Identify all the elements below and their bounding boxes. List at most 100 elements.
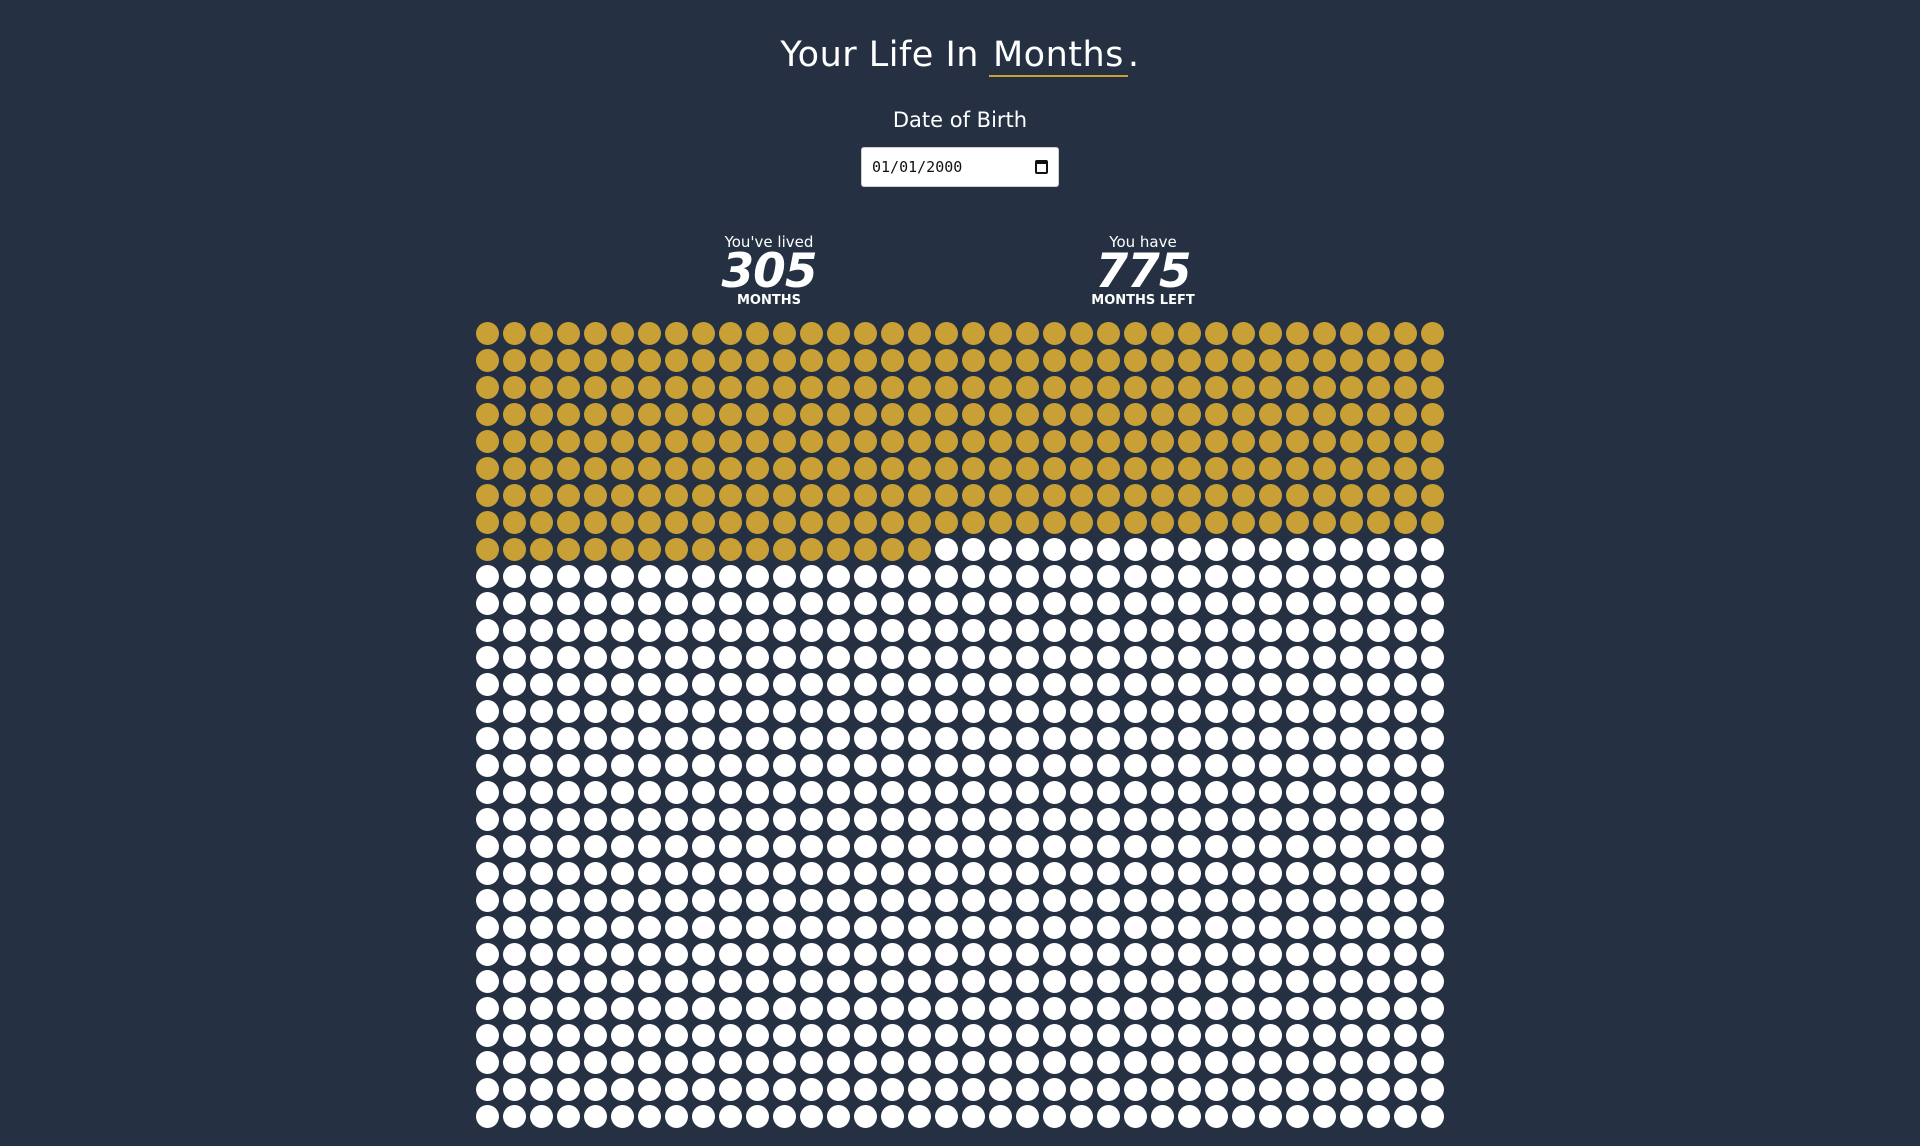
month-dot-remaining bbox=[1286, 1024, 1309, 1047]
month-dot-remaining bbox=[908, 754, 931, 777]
months-lived-post: MONTHS bbox=[737, 293, 801, 308]
unit-selector[interactable]: Months bbox=[988, 35, 1128, 77]
month-dot-remaining bbox=[1313, 754, 1336, 777]
month-dot-remaining bbox=[1016, 835, 1039, 858]
month-dot-remaining bbox=[1097, 565, 1120, 588]
month-dot-remaining bbox=[1151, 592, 1174, 615]
month-dot-remaining bbox=[1394, 997, 1417, 1020]
month-dot-remaining bbox=[503, 700, 526, 723]
month-dot-remaining bbox=[530, 1078, 553, 1101]
month-dot-remaining bbox=[773, 1078, 796, 1101]
month-dot-lived bbox=[827, 511, 850, 534]
month-dot-remaining bbox=[827, 889, 850, 912]
month-dot-remaining bbox=[1124, 916, 1147, 939]
month-dot-remaining bbox=[989, 619, 1012, 642]
month-dot-remaining bbox=[638, 943, 661, 966]
month-dot-remaining bbox=[989, 1105, 1012, 1128]
month-dot-remaining bbox=[1259, 889, 1282, 912]
month-dot-remaining bbox=[827, 673, 850, 696]
month-dot-lived bbox=[692, 511, 715, 534]
month-dot-remaining bbox=[719, 619, 742, 642]
month-dot-remaining bbox=[476, 835, 499, 858]
month-dot-lived bbox=[584, 538, 607, 561]
month-dot-remaining bbox=[1151, 970, 1174, 993]
month-dot-remaining bbox=[1043, 727, 1066, 750]
month-dot-lived bbox=[1259, 484, 1282, 507]
month-dot-remaining bbox=[1232, 754, 1255, 777]
month-dot-remaining bbox=[1097, 808, 1120, 831]
month-dot-lived bbox=[1394, 457, 1417, 480]
month-dot-lived bbox=[1340, 484, 1363, 507]
month-dot-remaining bbox=[1205, 592, 1228, 615]
month-dot-remaining bbox=[827, 808, 850, 831]
month-dot-lived bbox=[827, 322, 850, 345]
month-dot-lived bbox=[1016, 511, 1039, 534]
month-dot-remaining bbox=[1016, 592, 1039, 615]
month-dot-lived bbox=[1016, 349, 1039, 372]
month-dot-remaining bbox=[881, 862, 904, 885]
month-dot-lived bbox=[1016, 484, 1039, 507]
month-dot-remaining bbox=[584, 889, 607, 912]
month-dot-remaining bbox=[773, 808, 796, 831]
month-dot-lived bbox=[1367, 322, 1390, 345]
month-dot-remaining bbox=[1016, 673, 1039, 696]
month-dot-remaining bbox=[854, 781, 877, 804]
month-dot-remaining bbox=[1259, 565, 1282, 588]
month-dot-lived bbox=[1070, 511, 1093, 534]
month-dot-remaining bbox=[557, 943, 580, 966]
month-dot-lived bbox=[962, 457, 985, 480]
month-dot-remaining bbox=[1286, 619, 1309, 642]
month-dot-remaining bbox=[1421, 538, 1444, 561]
month-dot-remaining bbox=[1232, 592, 1255, 615]
month-dot-lived bbox=[1313, 430, 1336, 453]
month-dot-remaining bbox=[1394, 781, 1417, 804]
month-dot-remaining bbox=[1178, 889, 1201, 912]
month-dot-remaining bbox=[611, 781, 634, 804]
month-dot-lived bbox=[476, 322, 499, 345]
month-dot-remaining bbox=[881, 1078, 904, 1101]
month-dot-remaining bbox=[611, 1078, 634, 1101]
month-dot-remaining bbox=[989, 1051, 1012, 1074]
month-dot-remaining bbox=[1070, 943, 1093, 966]
month-dot-remaining bbox=[1124, 673, 1147, 696]
month-dot-lived bbox=[584, 430, 607, 453]
month-dot-remaining bbox=[908, 889, 931, 912]
month-dot-remaining bbox=[773, 754, 796, 777]
month-dot-remaining bbox=[962, 808, 985, 831]
month-dot-remaining bbox=[881, 835, 904, 858]
month-dot-remaining bbox=[800, 754, 823, 777]
month-dot-remaining bbox=[1124, 1105, 1147, 1128]
month-dot-remaining bbox=[854, 835, 877, 858]
calendar-icon[interactable] bbox=[1035, 160, 1048, 174]
month-dot-remaining bbox=[719, 700, 742, 723]
month-dot-remaining bbox=[1151, 835, 1174, 858]
month-dot-remaining bbox=[503, 835, 526, 858]
month-dot-remaining bbox=[530, 646, 553, 669]
month-dot-remaining bbox=[800, 673, 823, 696]
month-dot-remaining bbox=[1259, 1078, 1282, 1101]
dob-input[interactable]: 01/01/2000 bbox=[861, 147, 1059, 187]
month-dot-remaining bbox=[908, 1051, 931, 1074]
month-dot-remaining bbox=[1124, 1078, 1147, 1101]
month-dot-lived bbox=[1124, 484, 1147, 507]
month-dot-remaining bbox=[1178, 619, 1201, 642]
month-dot-remaining bbox=[1070, 673, 1093, 696]
month-dot-remaining bbox=[692, 646, 715, 669]
month-dot-lived bbox=[557, 511, 580, 534]
month-dot-lived bbox=[557, 430, 580, 453]
month-dot-remaining bbox=[854, 997, 877, 1020]
month-dot-remaining bbox=[584, 916, 607, 939]
month-dot-remaining bbox=[1151, 1105, 1174, 1128]
month-dot-remaining bbox=[1178, 646, 1201, 669]
month-dot-remaining bbox=[557, 1105, 580, 1128]
month-dot-remaining bbox=[692, 592, 715, 615]
month-dot-lived bbox=[881, 349, 904, 372]
month-dot-lived bbox=[1070, 457, 1093, 480]
month-dot-remaining bbox=[1313, 1024, 1336, 1047]
month-dot-remaining bbox=[584, 1105, 607, 1128]
month-dot-lived bbox=[989, 511, 1012, 534]
month-dot-lived bbox=[1259, 403, 1282, 426]
month-dot-lived bbox=[962, 484, 985, 507]
month-dot-lived bbox=[1259, 430, 1282, 453]
month-dot-remaining bbox=[908, 673, 931, 696]
